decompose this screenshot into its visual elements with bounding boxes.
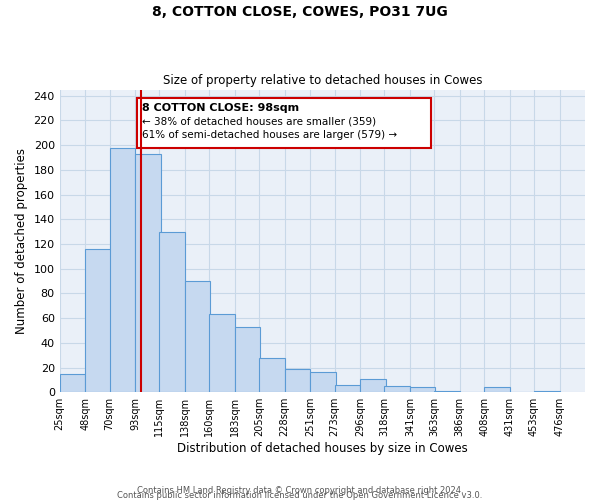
Bar: [259, 358, 284, 392]
Bar: [484, 388, 509, 392]
Bar: [360, 378, 386, 392]
X-axis label: Distribution of detached houses by size in Cowes: Distribution of detached houses by size …: [177, 442, 468, 455]
Text: Contains public sector information licensed under the Open Government Licence v3: Contains public sector information licen…: [118, 490, 482, 500]
Text: 8, COTTON CLOSE, COWES, PO31 7UG: 8, COTTON CLOSE, COWES, PO31 7UG: [152, 5, 448, 19]
Bar: [110, 148, 135, 392]
Bar: [59, 374, 85, 392]
FancyBboxPatch shape: [137, 98, 431, 148]
Title: Size of property relative to detached houses in Cowes: Size of property relative to detached ho…: [163, 74, 482, 87]
Bar: [185, 281, 211, 392]
Bar: [410, 388, 436, 392]
Text: 8 COTTON CLOSE: 98sqm: 8 COTTON CLOSE: 98sqm: [142, 103, 299, 113]
Text: 61% of semi-detached houses are larger (579) →: 61% of semi-detached houses are larger (…: [142, 130, 397, 140]
Bar: [284, 368, 310, 392]
Y-axis label: Number of detached properties: Number of detached properties: [15, 148, 28, 334]
Bar: [385, 386, 410, 392]
Bar: [434, 391, 460, 392]
Text: Contains HM Land Registry data © Crown copyright and database right 2024.: Contains HM Land Registry data © Crown c…: [137, 486, 463, 495]
Text: ← 38% of detached houses are smaller (359): ← 38% of detached houses are smaller (35…: [142, 116, 376, 126]
Bar: [135, 154, 161, 392]
Bar: [209, 314, 235, 392]
Bar: [310, 372, 335, 392]
Bar: [160, 232, 185, 392]
Bar: [235, 326, 260, 392]
Bar: [534, 391, 560, 392]
Bar: [335, 385, 360, 392]
Bar: [85, 249, 110, 392]
